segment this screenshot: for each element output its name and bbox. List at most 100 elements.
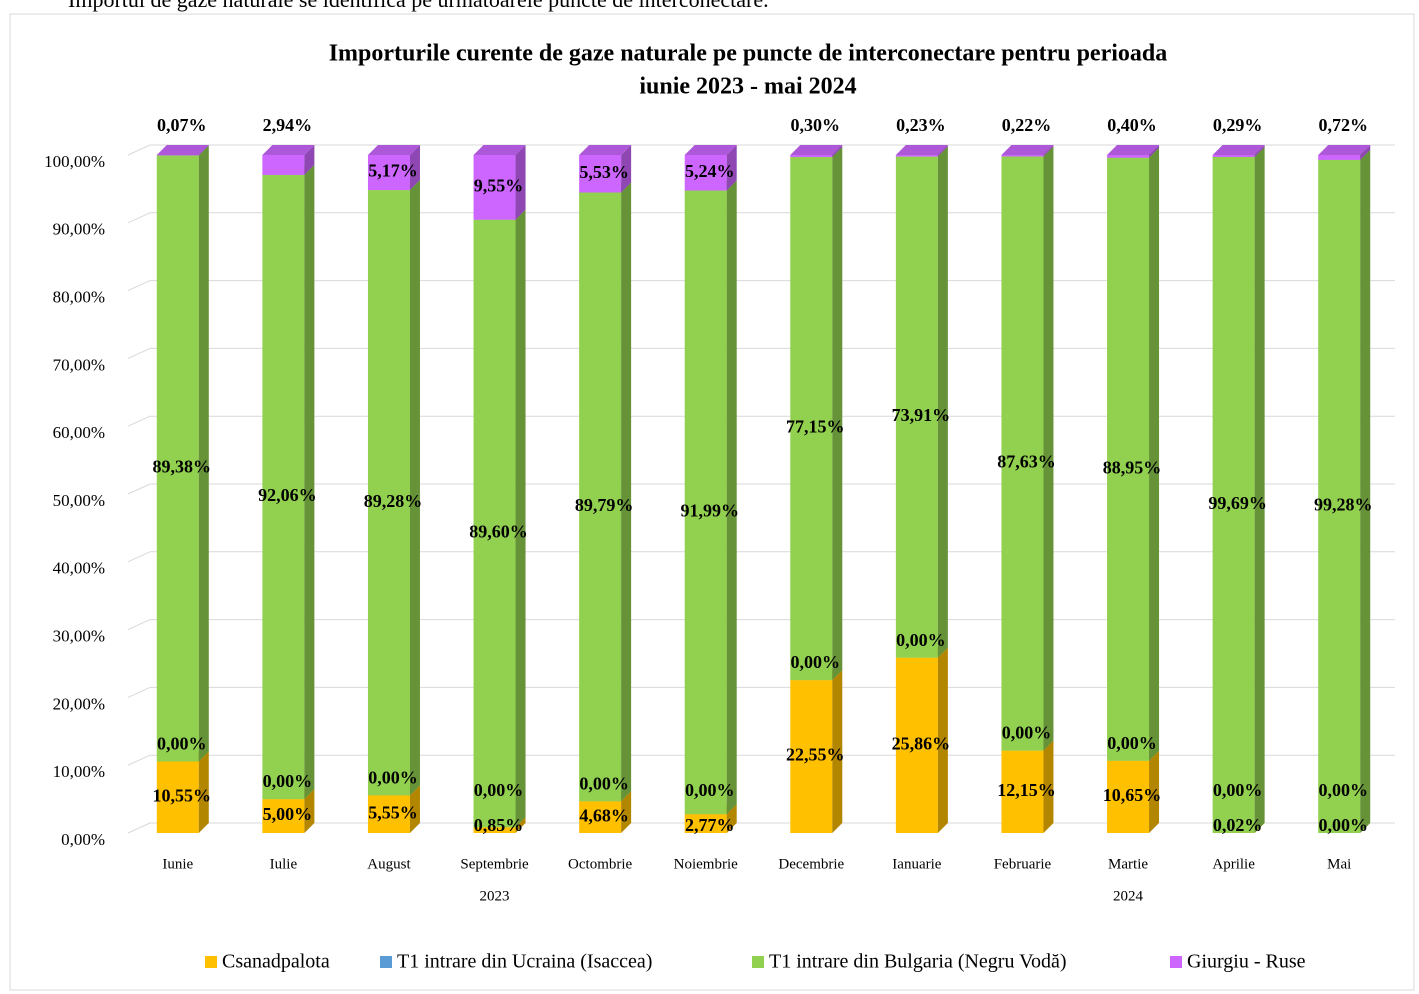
grid-line xyxy=(127,415,151,427)
bar-side xyxy=(937,145,948,157)
legend-swatch xyxy=(205,956,217,968)
bar-top xyxy=(895,145,948,155)
bar-side xyxy=(515,817,526,833)
bar-segment xyxy=(895,156,938,658)
grid-line xyxy=(127,347,151,359)
bar-side xyxy=(621,791,632,833)
data-label: 0,00% xyxy=(685,780,735,800)
bar-side xyxy=(1149,147,1160,761)
data-label: 89,38% xyxy=(153,457,212,477)
data-label: 5,53% xyxy=(579,162,629,182)
bar-segment xyxy=(579,192,622,802)
bar-segment xyxy=(684,190,727,815)
data-label: 87,63% xyxy=(997,452,1056,472)
data-label: 88,95% xyxy=(1103,457,1162,477)
bar-top xyxy=(684,145,737,155)
bar-segment xyxy=(1318,155,1361,160)
bar-segment xyxy=(1107,760,1150,833)
data-label: 89,79% xyxy=(575,495,634,515)
bar-side xyxy=(1254,145,1265,157)
bar-side xyxy=(304,789,315,833)
bar-side xyxy=(937,647,948,833)
data-label: 0,02% xyxy=(1213,815,1263,835)
bar-segment xyxy=(684,155,727,191)
bar-segment xyxy=(790,155,833,158)
data-label: 0,00% xyxy=(263,771,313,791)
data-label: 4,68% xyxy=(579,805,629,825)
bar-side xyxy=(832,670,843,833)
x-tick-label: Februarie xyxy=(994,856,1052,872)
data-label: 0,22% xyxy=(1002,115,1052,135)
bar-side xyxy=(409,145,420,191)
bar-side xyxy=(621,145,632,193)
grid-line xyxy=(127,754,151,766)
x-tick-label: Martie xyxy=(1108,856,1148,872)
data-label: 10,55% xyxy=(153,785,212,805)
chart-title: Importurile curente de gaze naturale pe … xyxy=(329,41,1168,67)
bar-segment xyxy=(1001,155,1044,157)
bar-side xyxy=(515,145,526,220)
bar-segment xyxy=(367,155,410,191)
grid-line xyxy=(127,822,151,834)
bar-top xyxy=(1001,145,1054,155)
x-tick-label: Septembrie xyxy=(460,856,529,872)
bar-segment xyxy=(684,814,727,833)
bar-side xyxy=(198,145,209,762)
bar-segment xyxy=(790,680,833,833)
bar-side xyxy=(304,164,315,800)
bar-segment xyxy=(473,155,516,220)
bar-segment xyxy=(1001,750,1044,833)
bar-side xyxy=(198,751,209,833)
data-label: 0,85% xyxy=(474,815,524,835)
bar-side xyxy=(1149,750,1160,833)
grid-line xyxy=(127,619,151,631)
y-tick-label: 30,00% xyxy=(53,627,105,646)
data-label: 92,06% xyxy=(258,485,317,505)
grid-line xyxy=(127,144,151,156)
grid-line xyxy=(127,686,151,698)
data-label: 77,15% xyxy=(786,417,845,437)
data-label: 0,00% xyxy=(1213,780,1263,800)
bar-side xyxy=(1043,145,1054,157)
data-label: 25,86% xyxy=(892,733,951,753)
data-label: 9,55% xyxy=(474,175,524,195)
group-label: 2023 xyxy=(480,888,510,904)
data-label: 0,07% xyxy=(157,115,207,135)
data-label: 0,00% xyxy=(1002,723,1052,743)
bar-side xyxy=(1360,149,1371,834)
x-tick-label: Aprilie xyxy=(1212,856,1255,872)
data-label: 5,00% xyxy=(263,804,313,824)
intro-text: Importul de gaze naturale se identifică … xyxy=(68,0,769,12)
data-label: 0,40% xyxy=(1107,115,1157,135)
data-label: 0,00% xyxy=(1318,780,1368,800)
chart-title: iunie 2023 - mai 2024 xyxy=(639,74,856,100)
bar-side xyxy=(1254,146,1265,833)
data-label: 73,91% xyxy=(892,405,951,425)
data-label: 10,65% xyxy=(1103,785,1162,805)
y-tick-label: 60,00% xyxy=(53,423,105,442)
grid-line xyxy=(127,212,151,224)
group-label: 2024 xyxy=(1113,888,1144,904)
data-label: 0,23% xyxy=(896,115,946,135)
bar-segment xyxy=(156,155,199,762)
bar-top xyxy=(1318,145,1371,155)
legend-label: T1 intrare din Ucraina (Isaccea) xyxy=(397,951,652,973)
data-label: 91,99% xyxy=(680,500,739,520)
bar-segment xyxy=(473,827,516,833)
y-tick-label: 0,00% xyxy=(61,830,105,849)
x-tick-label: Octombrie xyxy=(568,856,632,872)
bar-side xyxy=(832,147,843,681)
legend-swatch xyxy=(1170,956,1182,968)
legend-label: T1 intrare din Bulgaria (Negru Vodă) xyxy=(769,951,1067,973)
grid-line xyxy=(127,551,151,563)
bar-side xyxy=(409,785,420,833)
bar-segment xyxy=(473,219,516,828)
bar-side xyxy=(937,146,948,658)
data-label: 0,72% xyxy=(1318,115,1368,135)
bar-top xyxy=(367,145,420,155)
x-tick-label: Mai xyxy=(1327,856,1351,872)
bar-top xyxy=(156,145,209,155)
data-label: 89,28% xyxy=(364,491,423,511)
y-tick-label: 80,00% xyxy=(53,288,105,307)
